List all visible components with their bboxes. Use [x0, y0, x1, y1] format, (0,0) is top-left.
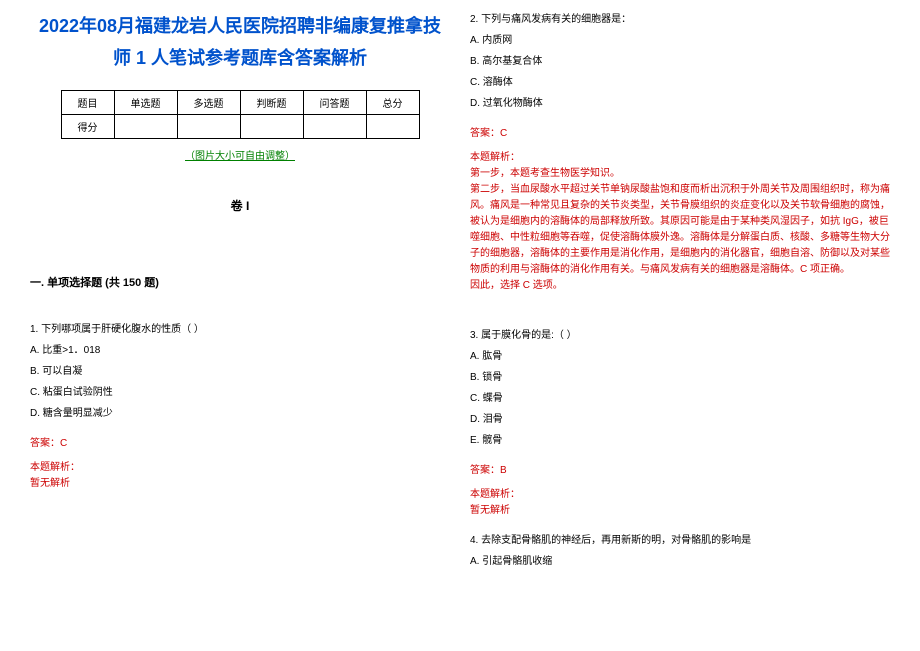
th-1: 单选题	[114, 90, 177, 114]
document-title: 2022年08月福建龙岩人民医院招聘非编康复推拿技师 1 人笔试参考题库含答案解…	[30, 10, 450, 75]
q2-option-a: A. 内质网	[470, 31, 890, 50]
score-cell	[240, 114, 303, 138]
q4-stem: 4. 去除支配骨骼肌的神经后，再用新斯的明，对骨骼肌的影响是	[470, 531, 890, 550]
q3-analysis-label: 本题解析：	[470, 487, 890, 503]
q2-option-d: D. 过氧化物酶体	[470, 94, 890, 113]
score-cell	[177, 114, 240, 138]
q1-option-b: B. 可以自凝	[30, 362, 450, 381]
q2-analysis-label: 本题解析：	[470, 150, 890, 166]
q3-option-a: A. 肱骨	[470, 347, 890, 366]
th-4: 问答题	[303, 90, 366, 114]
q3-analysis-text: 暂无解析	[470, 503, 890, 519]
question-2: 2. 下列与痛风发病有关的细胞器是： A. 内质网 B. 高尔基复合体 C. 溶…	[470, 10, 890, 113]
q3-option-e: E. 髋骨	[470, 431, 890, 450]
score-table: 题目 单选题 多选题 判断题 问答题 总分 得分	[61, 90, 420, 139]
q1-analysis-label: 本题解析：	[30, 460, 450, 476]
image-size-note: （图片大小可自由调整）	[30, 147, 450, 162]
q1-stem: 1. 下列哪项属于肝硬化腹水的性质（ ）	[30, 320, 450, 339]
q3-option-d: D. 泪骨	[470, 410, 890, 429]
score-cell	[114, 114, 177, 138]
q2-option-b: B. 高尔基复合体	[470, 52, 890, 71]
th-0: 题目	[61, 90, 114, 114]
q3-answer: 答案：B	[470, 462, 890, 479]
q1-option-c: C. 粘蛋白试验阴性	[30, 383, 450, 402]
q2-analysis-text: 第一步，本题考查生物医学知识。 第二步，当血尿酸水平超过关节单钠尿酸盐饱和度而析…	[470, 166, 890, 294]
q1-option-a: A. 比重>1．018	[30, 341, 450, 360]
q2-option-c: C. 溶酶体	[470, 73, 890, 92]
q3-analysis: 本题解析： 暂无解析	[470, 487, 890, 519]
th-5: 总分	[366, 90, 419, 114]
q2-answer: 答案：C	[470, 125, 890, 142]
q1-analysis: 本题解析： 暂无解析	[30, 460, 450, 492]
q1-option-d: D. 糖含量明显减少	[30, 404, 450, 423]
question-4: 4. 去除支配骨骼肌的神经后，再用新斯的明，对骨骼肌的影响是 A. 引起骨骼肌收…	[470, 531, 890, 571]
score-cell	[366, 114, 419, 138]
score-label: 得分	[61, 114, 114, 138]
question-3: 3. 属于膜化骨的是:（ ） A. 肱骨 B. 锁骨 C. 蝶骨 D. 泪骨 E…	[470, 326, 890, 450]
q3-option-c: C. 蝶骨	[470, 389, 890, 408]
question-1: 1. 下列哪项属于肝硬化腹水的性质（ ） A. 比重>1．018 B. 可以自凝…	[30, 320, 450, 423]
q1-answer: 答案：C	[30, 435, 450, 452]
score-cell	[303, 114, 366, 138]
volume-label: 卷 I	[30, 197, 450, 214]
section-title: 一. 单项选择题 (共 150 题)	[30, 274, 450, 290]
th-2: 多选题	[177, 90, 240, 114]
q1-analysis-text: 暂无解析	[30, 476, 450, 492]
q2-analysis: 本题解析： 第一步，本题考查生物医学知识。 第二步，当血尿酸水平超过关节单钠尿酸…	[470, 150, 890, 294]
q4-option-a: A. 引起骨骼肌收缩	[470, 552, 890, 571]
q3-stem: 3. 属于膜化骨的是:（ ）	[470, 326, 890, 345]
q2-stem: 2. 下列与痛风发病有关的细胞器是：	[470, 10, 890, 29]
th-3: 判断题	[240, 90, 303, 114]
q3-option-b: B. 锁骨	[470, 368, 890, 387]
